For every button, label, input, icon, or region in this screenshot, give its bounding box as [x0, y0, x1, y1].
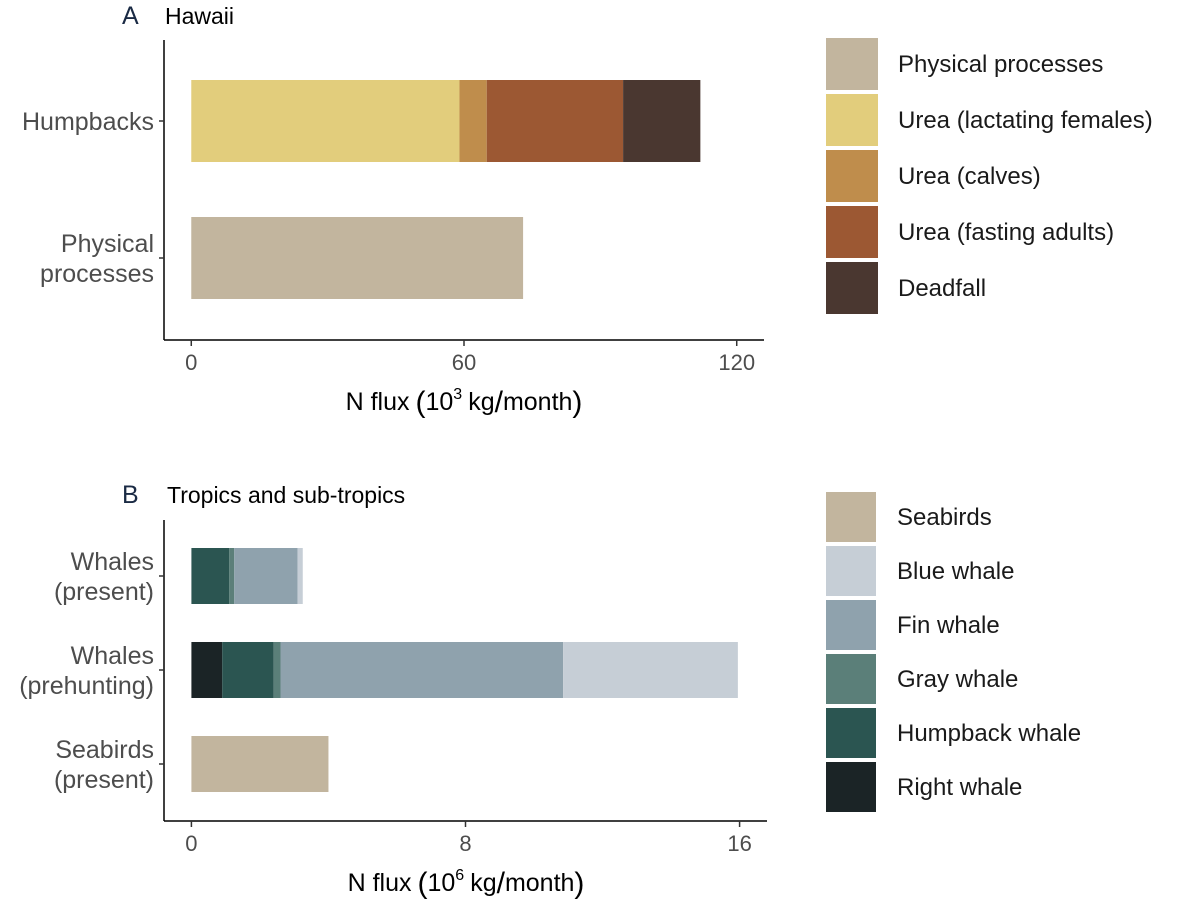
legend-label-urea-lactating-females: Urea (lactating females) [898, 107, 1153, 134]
category-label-whales-prehunting: Whales (prehunting) [19, 642, 154, 700]
bar-physical-processes-physical-processes [191, 217, 524, 299]
bar-humpbacks-deadfall [623, 80, 701, 162]
x-tick-label-1: 60 [452, 350, 476, 375]
legend-swatch-right-whale [826, 762, 876, 812]
legend-swatch-deadfall [826, 262, 878, 314]
bar-whales-prehunting-right-whale [191, 642, 223, 698]
x-tick-label-2: 120 [718, 350, 755, 375]
panel-b-legend: Seabirds Blue whale Fin whale Gray whale Hum… [826, 492, 1081, 812]
legend-swatch-humpback-whale [826, 708, 876, 758]
x-tick-label-1: 8 [459, 831, 471, 856]
panel-a-category-labels: Humpbacks Physical processes [22, 108, 164, 288]
legend-swatch-urea-fasting-adults [826, 206, 878, 258]
panel-b-letter: B [122, 481, 139, 509]
bar-whales-present-blue-whale [297, 548, 303, 604]
category-label-physical-processes: Physical processes [40, 230, 154, 288]
bar-whales-prehunting-humpback-whale [222, 642, 274, 698]
legend-swatch-gray-whale [826, 654, 876, 704]
legend-swatch-physical-processes [826, 38, 878, 90]
category-label-seabirds-present: Seabirds (present) [54, 736, 154, 794]
panel-a-x-axis-title: N flux (103 kg/month) [346, 386, 583, 419]
x-tick-label-2: 16 [727, 831, 751, 856]
legend-label-urea-calves: Urea (calves) [898, 163, 1041, 190]
legend-swatch-urea-lactating-females [826, 94, 878, 146]
legend-swatch-urea-calves [826, 150, 878, 202]
legend-label-deadfall: Deadfall [898, 275, 986, 302]
panel-a-letter: A [122, 2, 139, 30]
bar-whales-present-humpback-whale [191, 548, 230, 604]
panel-b-tropics: B Tropics and sub-tropics Whales (present… [19, 481, 1081, 900]
panel-a-hawaii: A Hawaii Humpbacks Physical processes 0 60 1… [22, 2, 1153, 419]
bar-humpbacks-urea-fasting-adults [486, 80, 624, 162]
legend-label-blue-whale: Blue whale [897, 558, 1014, 585]
panel-b-category-labels: Whales (present) Whales (prehunting) Seabird… [19, 548, 164, 794]
legend-label-physical-processes: Physical processes [898, 51, 1103, 78]
bar-humpbacks-urea-calves [459, 80, 487, 162]
legend-swatch-blue-whale [826, 546, 876, 596]
panel-b-x-axis-title: N flux (106 kg/month) [348, 867, 585, 900]
legend-label-gray-whale: Gray whale [897, 666, 1018, 693]
bar-whales-prehunting-fin-whale [280, 642, 564, 698]
panel-a-bars [191, 80, 701, 299]
panel-b-x-ticks: 0 8 16 [185, 821, 752, 856]
bar-humpbacks-urea-lactating-females [191, 80, 460, 162]
legend-swatch-fin-whale [826, 600, 876, 650]
panel-a-x-ticks: 0 60 120 [185, 340, 755, 375]
legend-swatch-seabirds [826, 492, 876, 542]
panel-b-title: Tropics and sub-tropics [167, 482, 405, 508]
panel-a-legend: Physical processes Urea (lactating female… [826, 38, 1153, 314]
panel-b-bars [191, 548, 738, 792]
legend-label-fin-whale: Fin whale [897, 612, 1000, 639]
bar-whales-present-gray-whale [229, 548, 235, 604]
panel-a-title: Hawaii [165, 3, 234, 29]
x-tick-label-0: 0 [185, 831, 197, 856]
legend-label-right-whale: Right whale [897, 774, 1022, 801]
bar-whales-prehunting-blue-whale [563, 642, 738, 698]
x-tick-label-0: 0 [185, 350, 197, 375]
category-label-humpbacks: Humpbacks [22, 108, 154, 136]
legend-label-urea-fasting-adults: Urea (fasting adults) [898, 219, 1114, 246]
category-label-whales-present: Whales (present) [54, 548, 154, 606]
bar-whales-prehunting-gray-whale [273, 642, 281, 698]
bar-whales-present-fin-whale [234, 548, 298, 604]
legend-label-humpback-whale: Humpback whale [897, 720, 1081, 747]
legend-label-seabirds: Seabirds [897, 504, 992, 531]
bar-seabirds-present-seabirds [191, 736, 329, 792]
